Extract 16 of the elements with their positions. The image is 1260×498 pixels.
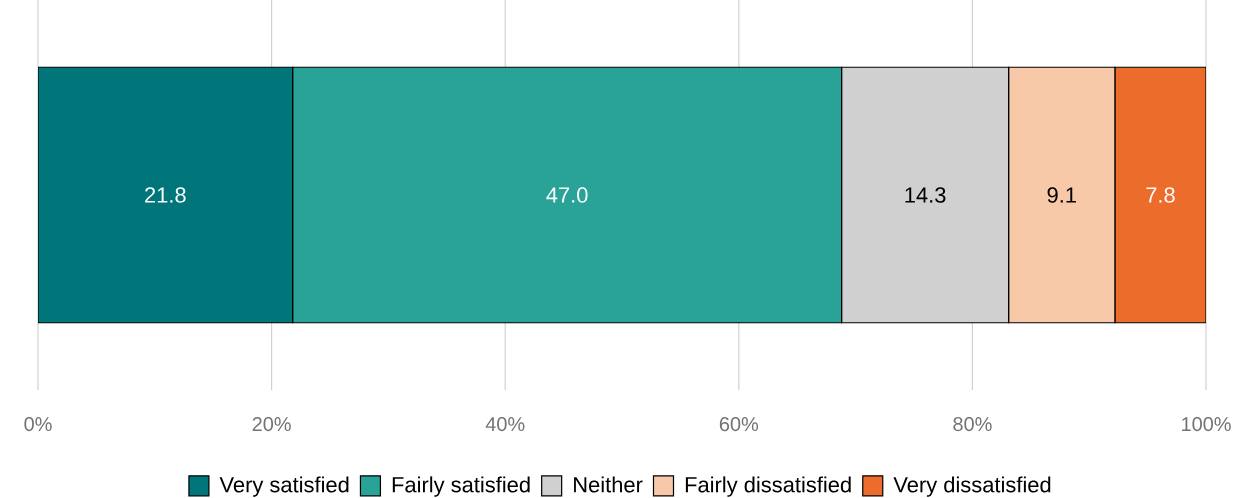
legend-label: Fairly dissatisfied — [685, 476, 851, 497]
x-tick-label: 100% — [1182, 417, 1231, 432]
x-tick-label: 40% — [485, 417, 525, 432]
x-tick-label: 80% — [953, 417, 992, 432]
data-label: 7.8 — [1146, 187, 1175, 203]
data-label: 47.0 — [546, 187, 588, 203]
legend-label: Very dissatisfied — [893, 476, 1051, 497]
x-tick-label: 20% — [252, 417, 291, 432]
x-tick-label: 60% — [719, 417, 759, 432]
legend-label: Fairly satisfied — [392, 476, 530, 497]
legend-label: Very satisfied — [219, 476, 349, 497]
data-label: 9.1 — [1047, 187, 1076, 203]
data-label: 21.8 — [145, 187, 186, 203]
x-tick-label: 0% — [24, 417, 52, 432]
data-label: 14.3 — [905, 187, 946, 203]
legend-label: Neither — [574, 476, 643, 493]
